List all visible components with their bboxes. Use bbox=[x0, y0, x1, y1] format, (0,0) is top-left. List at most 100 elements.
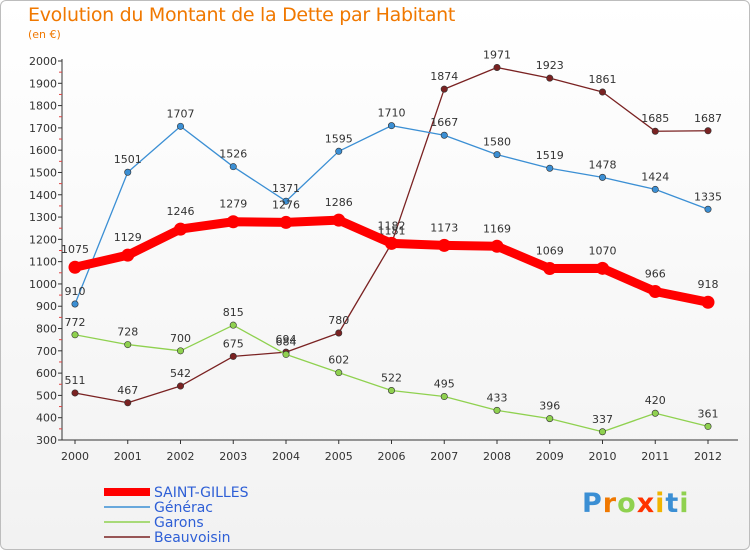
data-label-garons: 433 bbox=[487, 391, 508, 404]
y-tick-label: 400 bbox=[36, 412, 57, 425]
data-label-beauvoisin: 542 bbox=[170, 367, 191, 380]
data-label-saint-gilles: 1182 bbox=[378, 219, 406, 232]
data-label-saint-gilles: 1246 bbox=[167, 205, 195, 218]
data-point-g-n-rac bbox=[71, 300, 79, 308]
data-point-saint-gilles bbox=[385, 236, 398, 250]
data-point-saint-gilles bbox=[490, 239, 504, 253]
x-tick-label: 2007 bbox=[430, 450, 458, 463]
data-point-g-n-rac bbox=[335, 147, 343, 155]
data-label-g-n-rac: 1707 bbox=[167, 107, 195, 120]
data-point-saint-gilles bbox=[596, 261, 609, 275]
data-point-garons bbox=[546, 415, 554, 423]
data-label-beauvoisin: 1685 bbox=[641, 112, 669, 125]
data-label-saint-gilles: 1075 bbox=[61, 243, 89, 256]
y-tick-label: 600 bbox=[36, 367, 57, 380]
y-tick-label: 1100 bbox=[29, 256, 57, 269]
x-tick-label: 2002 bbox=[167, 450, 195, 463]
legend-label-saint-gilles: SAINT-GILLES bbox=[154, 485, 249, 501]
data-label-saint-gilles: 1070 bbox=[589, 244, 617, 257]
data-point-saint-gilles bbox=[648, 285, 662, 299]
data-label-garons: 602 bbox=[328, 354, 349, 367]
data-label-beauvoisin: 1687 bbox=[694, 112, 722, 125]
data-point-beauvoisin bbox=[598, 88, 606, 96]
x-tick-label: 2001 bbox=[114, 450, 142, 463]
data-label-garons: 495 bbox=[434, 378, 455, 391]
y-tick-label: 1000 bbox=[29, 278, 57, 291]
data-point-beauvoisin bbox=[71, 389, 79, 397]
data-point-beauvoisin bbox=[704, 127, 712, 135]
data-label-beauvoisin: 1971 bbox=[483, 48, 511, 61]
x-tick-label: 2005 bbox=[325, 450, 353, 463]
data-point-garons bbox=[440, 393, 448, 401]
data-point-saint-gilles bbox=[437, 238, 451, 252]
data-label-garons: 522 bbox=[381, 372, 402, 385]
legend-label-garons: Garons bbox=[154, 515, 204, 531]
data-label-g-n-rac: 1519 bbox=[536, 149, 564, 162]
data-point-g-n-rac bbox=[546, 164, 554, 172]
data-point-g-n-rac bbox=[598, 173, 606, 181]
data-point-saint-gilles bbox=[543, 262, 557, 276]
y-tick-label: 1600 bbox=[29, 144, 57, 157]
data-label-saint-gilles: 1276 bbox=[272, 198, 300, 211]
data-point-g-n-rac bbox=[282, 197, 290, 205]
data-point-saint-gilles bbox=[701, 295, 715, 309]
data-label-garons: 700 bbox=[170, 332, 191, 345]
data-label-saint-gilles: 1286 bbox=[325, 196, 353, 209]
y-tick-label: 1200 bbox=[29, 233, 57, 246]
chart-title: Evolution du Montant de la Dette par Hab… bbox=[28, 4, 456, 26]
y-tick-label: 900 bbox=[36, 300, 57, 313]
data-label-beauvoisin: 675 bbox=[223, 337, 244, 350]
data-label-saint-gilles: 1129 bbox=[114, 231, 142, 244]
data-point-garons bbox=[124, 341, 132, 349]
data-point-garons bbox=[71, 331, 79, 339]
data-label-g-n-rac: 1710 bbox=[378, 107, 406, 120]
data-point-saint-gilles bbox=[174, 222, 187, 236]
data-point-g-n-rac bbox=[229, 163, 237, 171]
data-point-garons bbox=[282, 350, 290, 358]
data-label-g-n-rac: 1526 bbox=[219, 148, 247, 161]
data-point-beauvoisin bbox=[546, 74, 554, 82]
data-point-garons bbox=[704, 422, 712, 430]
x-tick-label: 2010 bbox=[589, 450, 617, 463]
data-point-g-n-rac bbox=[387, 122, 395, 130]
proxiti-logo: Proxiti bbox=[582, 488, 690, 519]
data-label-g-n-rac: 1667 bbox=[430, 116, 458, 129]
data-point-garons bbox=[598, 428, 606, 436]
data-label-garons: 684 bbox=[276, 335, 297, 348]
legend-label-g-n-rac: Générac bbox=[154, 500, 213, 516]
chart-unit: (en €) bbox=[28, 28, 61, 41]
data-point-beauvoisin bbox=[651, 127, 659, 135]
y-tick-label: 1400 bbox=[29, 189, 57, 202]
x-tick-label: 2003 bbox=[219, 450, 247, 463]
x-tick-label: 2008 bbox=[483, 450, 511, 463]
data-label-g-n-rac: 910 bbox=[65, 285, 86, 298]
data-point-garons bbox=[229, 321, 237, 329]
data-point-beauvoisin bbox=[229, 352, 237, 360]
data-label-garons: 337 bbox=[592, 413, 613, 426]
y-tick-label: 1800 bbox=[29, 100, 57, 113]
data-label-g-n-rac: 1580 bbox=[483, 136, 511, 149]
y-tick-label: 1900 bbox=[29, 77, 57, 90]
data-label-saint-gilles: 1279 bbox=[219, 198, 247, 211]
data-point-beauvoisin bbox=[440, 85, 448, 93]
y-tick-label: 500 bbox=[36, 389, 57, 402]
data-label-beauvoisin: 694 bbox=[276, 333, 297, 346]
data-label-garons: 728 bbox=[117, 326, 138, 339]
x-tick-label: 2012 bbox=[694, 450, 722, 463]
data-point-saint-gilles bbox=[68, 260, 82, 274]
data-label-beauvoisin: 1874 bbox=[430, 70, 458, 83]
data-point-saint-gilles bbox=[226, 215, 240, 229]
data-label-garons: 815 bbox=[223, 306, 244, 319]
y-tick-label: 800 bbox=[36, 323, 57, 336]
data-label-saint-gilles: 1173 bbox=[430, 221, 458, 234]
data-point-saint-gilles bbox=[121, 248, 135, 262]
y-tick-label: 1300 bbox=[29, 211, 57, 224]
data-label-beauvoisin: 467 bbox=[117, 384, 138, 397]
data-point-g-n-rac bbox=[124, 168, 132, 176]
data-point-g-n-rac bbox=[493, 151, 501, 159]
data-label-g-n-rac: 1595 bbox=[325, 132, 353, 145]
data-label-saint-gilles: 966 bbox=[645, 268, 666, 281]
data-point-garons bbox=[177, 347, 185, 355]
y-tick-label: 1700 bbox=[29, 122, 57, 135]
